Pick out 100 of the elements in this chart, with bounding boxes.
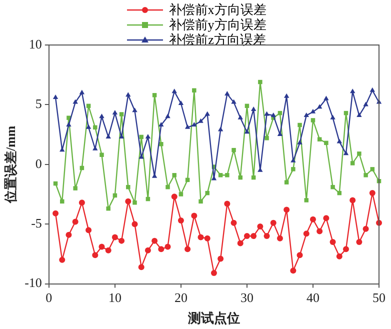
point: [342, 246, 349, 252]
y-tick-label: 0: [35, 156, 42, 171]
point: [336, 253, 342, 260]
y-tick-label: -5: [31, 216, 42, 231]
x-tick-label: 40: [306, 290, 320, 306]
point: [165, 114, 170, 118]
point: [198, 118, 204, 123]
point: [257, 223, 264, 230]
point: [66, 122, 72, 126]
point: [132, 108, 138, 112]
point: [224, 90, 230, 96]
point: [230, 220, 237, 226]
point: [330, 239, 336, 246]
point: [316, 228, 323, 234]
point: [297, 140, 302, 144]
point: [204, 235, 210, 242]
point: [166, 184, 170, 190]
point: [264, 136, 269, 140]
point: [277, 132, 283, 136]
point: [184, 246, 191, 252]
point: [330, 184, 335, 190]
point: [106, 134, 111, 138]
point: [317, 137, 322, 142]
point: [192, 122, 197, 126]
point: [205, 190, 210, 196]
point: [79, 90, 85, 94]
point: [92, 146, 98, 150]
x-tick-label: 50: [372, 290, 386, 306]
point: [264, 111, 270, 116]
point: [86, 124, 92, 129]
point: [198, 234, 204, 240]
point: [316, 104, 322, 109]
point: [364, 173, 368, 178]
point: [178, 218, 184, 224]
point: [356, 112, 362, 117]
point: [232, 148, 236, 152]
point: [152, 93, 157, 98]
point: [350, 197, 356, 204]
point: [92, 252, 98, 258]
point: [284, 180, 289, 184]
point: [304, 198, 309, 202]
point: [250, 106, 256, 111]
point: [125, 198, 132, 204]
point: [132, 200, 137, 205]
x-tick-label: 20: [174, 290, 188, 306]
point: [310, 108, 316, 114]
point: [238, 114, 243, 120]
point: [191, 212, 198, 219]
point: [52, 94, 58, 100]
point: [59, 256, 66, 263]
point: [244, 233, 250, 240]
point: [250, 233, 257, 240]
point: [296, 252, 303, 258]
point: [350, 88, 356, 94]
y-axis-title: 位置误差/mm: [3, 126, 18, 204]
point: [291, 167, 296, 172]
x-tick-label: 0: [46, 290, 52, 306]
point: [218, 173, 223, 178]
y-tick-label: -10: [24, 275, 42, 290]
point: [73, 186, 78, 190]
point: [324, 140, 328, 146]
point: [290, 268, 296, 274]
point: [178, 192, 184, 196]
point: [284, 93, 290, 98]
x-tick-label: 30: [240, 290, 254, 306]
legend-label: 补偿前x方向误差: [168, 2, 266, 17]
point: [78, 200, 85, 206]
point: [370, 167, 375, 172]
point: [310, 118, 316, 122]
point: [237, 240, 244, 246]
point: [72, 218, 78, 225]
y-tick-label: 5: [35, 96, 42, 112]
point: [132, 221, 138, 228]
point: [370, 87, 375, 92]
point: [284, 206, 290, 213]
point: [112, 110, 118, 115]
x-axis-title: 测试点位: [186, 310, 240, 326]
point: [198, 199, 203, 204]
point: [105, 247, 112, 254]
point: [224, 200, 230, 207]
point: [126, 184, 130, 190]
point: [159, 142, 164, 146]
point: [362, 226, 369, 232]
point: [343, 150, 349, 156]
point: [192, 88, 196, 92]
point: [231, 99, 236, 104]
point: [258, 80, 262, 84]
point: [210, 270, 217, 276]
point: [164, 244, 171, 250]
point: [218, 126, 224, 132]
point: [270, 112, 276, 117]
point: [112, 234, 118, 240]
point: [86, 227, 92, 234]
point: [270, 220, 276, 226]
point: [303, 230, 310, 237]
point: [323, 215, 330, 222]
point: [310, 216, 316, 222]
point: [52, 210, 59, 216]
point: [98, 244, 105, 250]
legend-label: 补偿前y方向误差: [168, 17, 266, 32]
